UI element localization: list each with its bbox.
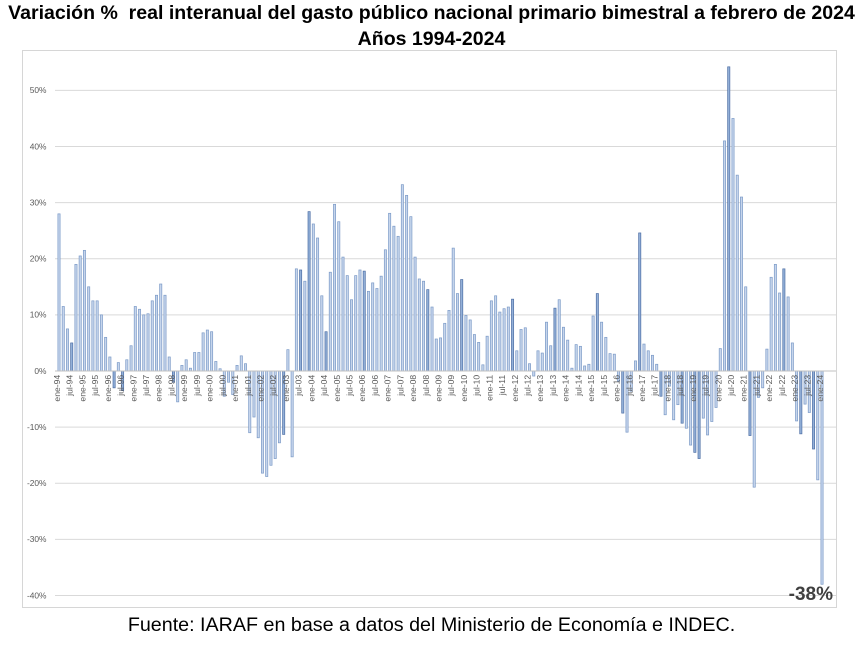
svg-text:ene-20: ene-20 [713, 375, 723, 402]
svg-text:jul-96: jul-96 [116, 375, 126, 397]
svg-text:jul-18: jul-18 [675, 375, 685, 397]
svg-text:jul-23: jul-23 [802, 375, 812, 397]
svg-text:jul-97: jul-97 [141, 375, 151, 397]
svg-text:40%: 40% [30, 141, 47, 151]
svg-text:-10%: -10% [27, 422, 47, 432]
svg-text:-30%: -30% [27, 534, 47, 544]
svg-text:ene-94: ene-94 [52, 375, 62, 402]
svg-text:ene-07: ene-07 [383, 375, 393, 402]
svg-text:10%: 10% [30, 310, 47, 320]
svg-text:jul-10: jul-10 [472, 375, 482, 397]
svg-text:ene-22: ene-22 [764, 375, 774, 402]
svg-text:ene-04: ene-04 [306, 375, 316, 402]
svg-text:30%: 30% [30, 197, 47, 207]
svg-text:jul-03: jul-03 [294, 375, 304, 397]
svg-text:ene-95: ene-95 [77, 375, 87, 402]
svg-text:ene-13: ene-13 [535, 375, 545, 402]
svg-text:0%: 0% [34, 366, 47, 376]
svg-text:jul-95: jul-95 [90, 375, 100, 397]
svg-text:ene-16: ene-16 [612, 375, 622, 402]
svg-text:jul-20: jul-20 [726, 375, 736, 397]
svg-text:-38%: -38% [789, 584, 833, 605]
svg-text:jul-00: jul-00 [217, 375, 227, 397]
svg-text:ene-24: ene-24 [815, 375, 825, 402]
svg-text:ene-98: ene-98 [154, 375, 164, 402]
svg-text:ene-18: ene-18 [662, 375, 672, 402]
svg-text:50%: 50% [30, 85, 47, 95]
svg-text:ene-96: ene-96 [103, 375, 113, 402]
svg-text:jul-94: jul-94 [65, 375, 75, 397]
svg-text:jul-21: jul-21 [751, 375, 761, 397]
svg-text:ene-02: ene-02 [256, 375, 266, 402]
svg-text:ene-09: ene-09 [434, 375, 444, 402]
svg-text:ene-97: ene-97 [128, 375, 138, 402]
svg-text:jul-12: jul-12 [523, 375, 533, 397]
svg-text:20%: 20% [30, 254, 47, 264]
svg-text:ene-11: ene-11 [484, 375, 494, 401]
svg-text:ene-00: ene-00 [205, 375, 215, 402]
svg-text:ene-23: ene-23 [790, 375, 800, 402]
svg-text:ene-15: ene-15 [586, 375, 596, 402]
svg-text:ene-12: ene-12 [510, 375, 520, 402]
svg-text:jul-08: jul-08 [421, 375, 431, 397]
svg-text:jul-19: jul-19 [701, 375, 711, 397]
svg-text:jul-05: jul-05 [345, 375, 355, 397]
svg-text:jul-07: jul-07 [395, 375, 405, 397]
svg-text:-20%: -20% [27, 478, 47, 488]
svg-text:ene-99: ene-99 [179, 375, 189, 402]
svg-text:jul-99: jul-99 [192, 375, 202, 397]
svg-text:ene-21: ene-21 [739, 375, 749, 402]
svg-text:ene-01: ene-01 [230, 375, 240, 402]
svg-text:jul-17: jul-17 [650, 375, 660, 397]
svg-text:jul-01: jul-01 [243, 375, 253, 397]
svg-text:jul-14: jul-14 [573, 375, 583, 397]
svg-text:ene-03: ene-03 [281, 375, 291, 402]
svg-text:ene-17: ene-17 [637, 375, 647, 402]
svg-text:jul-22: jul-22 [777, 375, 787, 397]
svg-text:jul-15: jul-15 [599, 375, 609, 397]
svg-text:ene-19: ene-19 [688, 375, 698, 402]
svg-text:jul-06: jul-06 [370, 375, 380, 397]
svg-text:jul-02: jul-02 [268, 375, 278, 397]
svg-text:-40%: -40% [27, 590, 47, 600]
svg-text:ene-10: ene-10 [459, 375, 469, 402]
svg-text:ene-14: ene-14 [561, 375, 571, 402]
svg-text:ene-06: ene-06 [357, 375, 367, 402]
svg-text:ene-08: ene-08 [408, 375, 418, 402]
svg-text:jul-11: jul-11 [497, 375, 507, 397]
svg-text:ene-05: ene-05 [332, 375, 342, 402]
svg-text:jul-16: jul-16 [624, 375, 634, 397]
svg-text:jul-04: jul-04 [319, 375, 329, 397]
svg-text:jul-13: jul-13 [548, 375, 558, 397]
svg-text:jul-98: jul-98 [167, 375, 177, 397]
svg-text:jul-09: jul-09 [446, 375, 456, 397]
